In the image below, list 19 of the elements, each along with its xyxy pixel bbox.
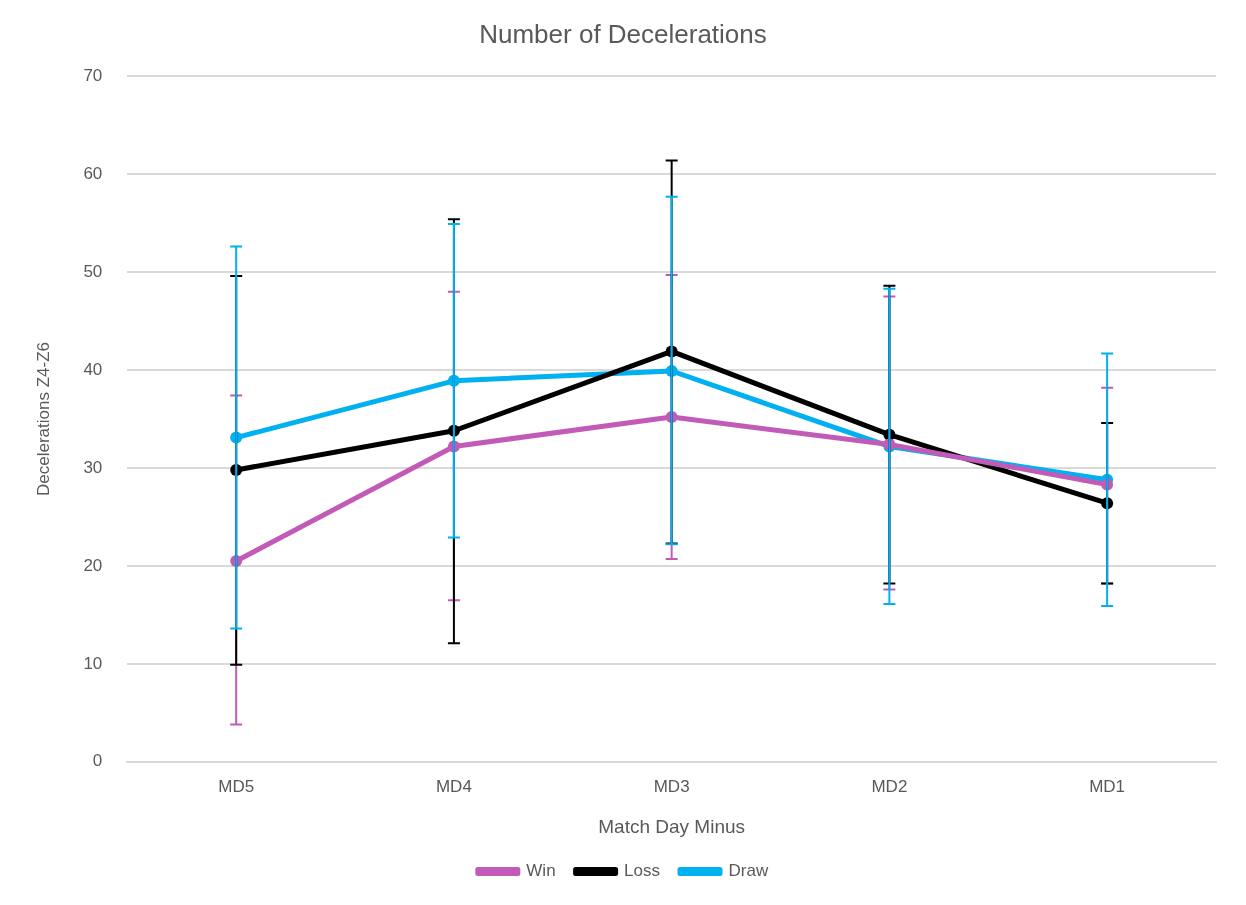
y-tick-label: 30	[83, 457, 103, 477]
x-tick-label: MD3	[653, 776, 690, 796]
y-axis-title: Decelerations Z4-Z6	[33, 341, 53, 497]
legend-label: Draw	[728, 861, 769, 881]
legend-label: Win	[526, 861, 556, 881]
x-tick-label: MD2	[871, 776, 908, 796]
x-axis-title: Match Day Minus	[598, 815, 746, 837]
legend-label: Loss	[624, 861, 661, 881]
y-tick-label: 70	[83, 65, 103, 85]
x-tick-label: MD1	[1089, 776, 1126, 796]
y-tick-label: 20	[83, 555, 103, 575]
y-tick-label: 10	[83, 653, 103, 673]
x-tick-label: MD5	[218, 776, 255, 796]
y-tick-label: 40	[83, 359, 103, 379]
y-tick-label: 0	[92, 751, 103, 771]
x-tick-label: MD4	[435, 776, 472, 796]
y-tick-label: 60	[83, 163, 103, 183]
y-tick-label: 50	[83, 261, 103, 281]
chart-title: Number of Decelerations	[479, 18, 767, 49]
